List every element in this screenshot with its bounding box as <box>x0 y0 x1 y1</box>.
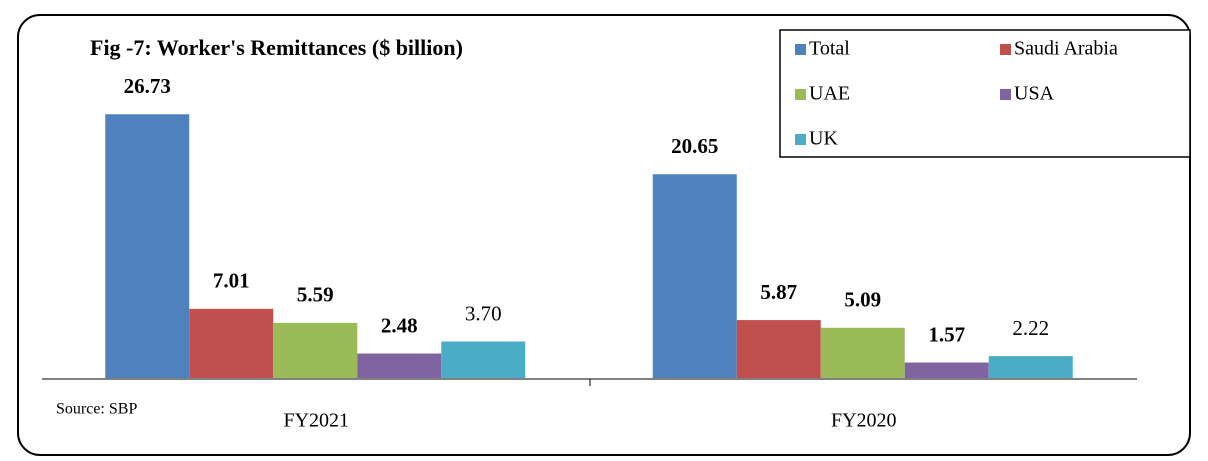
legend-box <box>779 29 1191 158</box>
bar <box>820 327 905 378</box>
bar <box>988 356 1073 378</box>
chart-title: Fig -7: Worker's Remittances ($ billion) <box>90 35 463 60</box>
data-label: 3.70 <box>465 301 502 325</box>
data-label: 5.59 <box>297 283 334 307</box>
legend-label: USA <box>1014 83 1055 105</box>
data-label: 20.65 <box>671 134 718 158</box>
legend-label: UAE <box>809 83 850 105</box>
data-label: 2.48 <box>381 313 418 337</box>
legend-label: Total <box>809 38 850 60</box>
legend-swatch <box>795 44 806 55</box>
source-note: Source: SBP <box>56 401 137 418</box>
bar <box>736 320 821 378</box>
legend-swatch <box>795 89 806 100</box>
data-label: 1.57 <box>928 322 965 346</box>
x-tick-label: FY2021 <box>283 410 349 432</box>
bar <box>441 341 526 378</box>
legend-swatch <box>1000 44 1011 55</box>
chart-border <box>17 14 1191 456</box>
data-label: 2.22 <box>1012 316 1049 340</box>
data-label: 5.09 <box>844 288 881 312</box>
legend-label: Saudi Arabia <box>1014 38 1118 60</box>
data-label: 7.01 <box>213 269 250 293</box>
legend-swatch <box>795 134 806 145</box>
bar <box>273 322 358 378</box>
data-label: 5.87 <box>760 280 797 304</box>
x-tick-label: FY2020 <box>831 410 897 432</box>
bar <box>652 174 737 378</box>
data-label: 26.73 <box>124 74 171 98</box>
bar <box>105 114 190 378</box>
bar <box>357 353 442 378</box>
legend-label: UK <box>809 128 838 150</box>
bar <box>189 308 274 378</box>
bar <box>904 362 989 378</box>
legend-swatch <box>1000 89 1011 100</box>
